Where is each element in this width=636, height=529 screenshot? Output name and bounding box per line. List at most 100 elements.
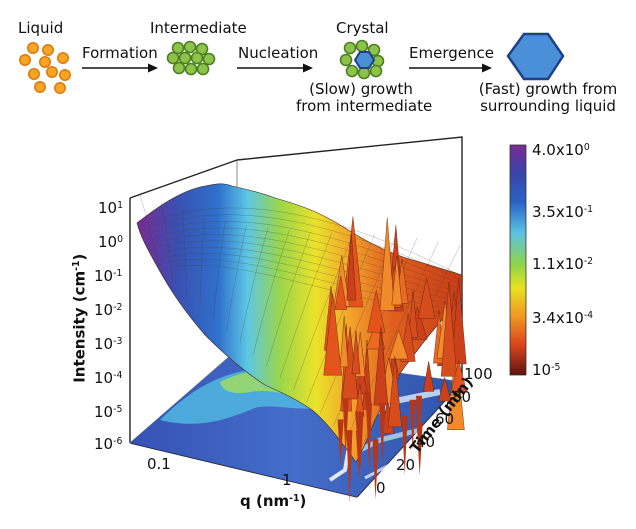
liquid-particle bbox=[33, 81, 46, 94]
surface-mesh-line bbox=[199, 215, 205, 307]
process-diagram bbox=[18, 32, 565, 95]
intensity-tick: 10-5 bbox=[94, 403, 123, 421]
noise-dip bbox=[355, 411, 362, 448]
q-axis-title: q (nm-1) bbox=[240, 492, 307, 510]
time-tick: 60 bbox=[435, 410, 455, 428]
crystal-nucleus-icon bbox=[339, 39, 385, 80]
stage-crystal-label: Crystal bbox=[336, 19, 389, 37]
arrow-nucleation-label: Nucleation bbox=[238, 44, 319, 62]
noise-dip bbox=[337, 419, 344, 468]
surface-mesh-line bbox=[293, 233, 354, 391]
arrow-formation-label: Formation bbox=[82, 44, 158, 62]
surface-mesh-line bbox=[253, 230, 290, 355]
noise-dip bbox=[346, 430, 353, 504]
surface-mesh-line bbox=[279, 232, 333, 379]
noise-spike bbox=[346, 233, 357, 301]
intermediate-particle bbox=[183, 40, 197, 54]
surface-mesh-line bbox=[142, 214, 461, 280]
stage-liquid-label: Liquid bbox=[18, 19, 64, 37]
noise-spike bbox=[351, 330, 361, 375]
noise-dip bbox=[372, 439, 379, 500]
surface-mesh-line bbox=[266, 231, 311, 367]
noise-spike bbox=[423, 361, 435, 392]
noise-spike bbox=[367, 289, 386, 333]
noise-spike bbox=[388, 329, 409, 360]
slow-growth-note-line1: (Slow) growth bbox=[309, 80, 413, 98]
colorbar-tick: 3.4x10-4 bbox=[532, 309, 594, 327]
nucleation-arrow-icon bbox=[237, 63, 313, 73]
q-tick: 0.1 bbox=[147, 455, 171, 473]
time-tick: 80 bbox=[452, 388, 472, 406]
intermediate-particle bbox=[202, 52, 216, 66]
intermediate-particle bbox=[190, 51, 204, 65]
surface-mesh-line bbox=[161, 202, 174, 283]
intermediate-particle bbox=[184, 62, 198, 76]
fast-growth-note: (Fast) growth from surrounding liquid bbox=[478, 81, 618, 114]
colorbar-tick: 3.5x10-1 bbox=[532, 203, 594, 221]
surface-mesh-line bbox=[306, 233, 375, 403]
liquid-particles-icon bbox=[18, 41, 71, 95]
intensity-tick: 101 bbox=[98, 199, 124, 217]
surface-mesh-line bbox=[157, 259, 461, 311]
crystal-cluster-particle bbox=[345, 64, 359, 78]
time-tick: 0 bbox=[376, 479, 386, 497]
liquid-particle bbox=[53, 82, 66, 95]
noise-spike bbox=[323, 292, 343, 376]
noise-dip bbox=[379, 402, 386, 466]
liquid-particle bbox=[26, 41, 39, 54]
intermediate-particle bbox=[196, 62, 210, 76]
noise-spike bbox=[391, 255, 403, 306]
surface-mesh-line bbox=[226, 224, 247, 331]
grown-crystal-hexagon-icon bbox=[506, 32, 565, 81]
time-tick: 40 bbox=[416, 433, 436, 451]
surface-mesh-line bbox=[139, 194, 161, 271]
noise-spike bbox=[334, 275, 347, 310]
surface-mesh-line bbox=[182, 209, 187, 295]
intensity-tick: 10-6 bbox=[94, 435, 123, 453]
surface-mesh-line bbox=[144, 221, 461, 285]
intermediate-particle bbox=[166, 51, 180, 65]
surface-mesh-line bbox=[148, 234, 461, 293]
noise-spike bbox=[438, 376, 452, 402]
intensity-tick: 100 bbox=[98, 233, 124, 251]
liquid-particle bbox=[58, 69, 71, 82]
stage-intermediate-label: Intermediate bbox=[150, 19, 247, 37]
intermediate-particle bbox=[178, 51, 192, 65]
noise-spike bbox=[339, 315, 349, 368]
crystal-cluster-particle bbox=[369, 64, 383, 78]
crystal-cluster-particle bbox=[357, 66, 371, 80]
intensity-tick: 10-1 bbox=[94, 267, 123, 285]
surface-mesh-line bbox=[159, 265, 461, 316]
noise-dip bbox=[366, 402, 373, 471]
colorbar-tick: 4.0x100 bbox=[532, 141, 590, 159]
noise-dip bbox=[401, 415, 408, 475]
liquid-particle bbox=[41, 43, 54, 56]
intensity-surface bbox=[136, 183, 468, 504]
intermediate-cluster-icon bbox=[166, 40, 216, 76]
crystal-cluster-particle bbox=[367, 43, 381, 57]
slow-growth-note-line2: from intermediate bbox=[296, 96, 433, 115]
liquid-particle bbox=[27, 68, 40, 81]
crystal-nucleus-hexagon bbox=[353, 51, 376, 69]
noise-spike bbox=[408, 290, 418, 338]
intensity-tick: 10-3 bbox=[94, 335, 123, 353]
noise-spike bbox=[440, 282, 457, 377]
surface-mesh-line bbox=[153, 246, 461, 302]
q-tick: 1 bbox=[282, 471, 292, 489]
slow-growth-note: (Slow) growth from intermediate bbox=[296, 80, 433, 115]
time-tick: 20 bbox=[396, 456, 416, 474]
intensity-tick: 10-2 bbox=[94, 301, 123, 319]
noise-spike bbox=[417, 278, 436, 319]
formation-arrow-icon bbox=[82, 63, 158, 73]
crystal-cluster-particle bbox=[343, 41, 357, 55]
surface-mesh-line bbox=[151, 240, 461, 298]
liquid-particle bbox=[56, 51, 69, 64]
intensity-axis-title: Intensity (cm-1) bbox=[70, 253, 89, 383]
arrow-emergence-label: Emergence bbox=[409, 44, 494, 62]
colorbar bbox=[509, 144, 527, 376]
noise-dip bbox=[342, 398, 349, 456]
emergence-arrow-icon bbox=[409, 63, 492, 73]
noise-dip bbox=[409, 399, 416, 451]
colorbar-tick: 10-5 bbox=[532, 361, 561, 379]
